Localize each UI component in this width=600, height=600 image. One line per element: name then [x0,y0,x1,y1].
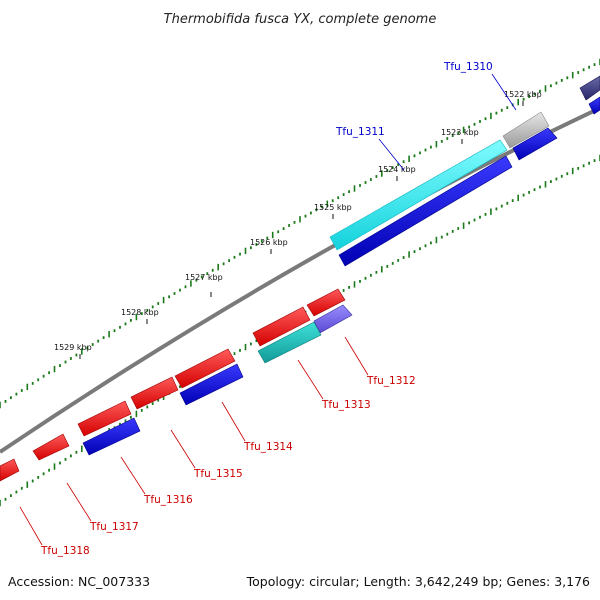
gene-tfu-1314-blue[interactable] [179,363,244,406]
forward-strand-genes [329,75,600,267]
connector-tfu-1310 [491,73,517,111]
connector-tfu-1313 [297,359,324,400]
gene-tfu-1312[interactable] [306,288,346,317]
scale-label-1523: 1523 kbp [441,128,479,137]
connector-tfu-1311 [378,138,405,171]
genome-backbone [0,106,600,454]
genome-summary-text: Topology: circular; Length: 3,642,249 bp… [246,574,590,589]
gene-label-tfu-1314[interactable]: Tfu_1314 [243,441,293,453]
connector-tfu-1316 [120,456,146,495]
connector-tfu-1314 [221,401,246,442]
gene-tfu-1314[interactable] [174,348,236,389]
connector-tfu-1315 [170,429,196,469]
scale-labels: 1522 kbp 1523 kbp 1524 kbp 1525 kbp 1526… [54,90,542,359]
gene-label-tfu-1315[interactable]: Tfu_1315 [193,468,243,480]
gene-tfu-1313[interactable] [252,306,311,347]
scale-label-1526: 1526 kbp [250,238,288,247]
reverse-strand-genes [0,288,353,482]
gene-label-tfu-1318[interactable]: Tfu_1318 [40,545,90,557]
scale-label-1527: 1527 kbp [185,273,223,282]
gene-label-tfu-1312[interactable]: Tfu_1312 [366,375,416,387]
gene-label-tfu-1317[interactable]: Tfu_1317 [89,521,139,533]
gene-label-tfu-1316[interactable]: Tfu_1316 [143,494,193,506]
gene-tfu-1316-blue[interactable] [82,417,141,456]
gene-tfu-1318[interactable] [0,458,20,482]
gene-partial-edge-navy[interactable] [579,75,600,101]
gene-labels: Tfu_1310 Tfu_1311 Tfu_1312 Tfu_1313 Tfu_… [40,61,493,557]
accession-text: Accession: NC_007333 [8,574,150,589]
scale-label-1525: 1525 kbp [314,203,352,212]
gene-tfu-1317[interactable] [32,433,70,461]
gene-tfu-1313-teal[interactable] [257,321,322,364]
map-title: Thermobifida fusca YX, complete genome [164,12,437,27]
gene-tfu-1311[interactable] [329,139,508,251]
scale-label-1524: 1524 kbp [378,165,416,174]
gene-partial-edge-blue[interactable] [588,96,600,115]
gene-label-tfu-1311[interactable]: Tfu_1311 [335,126,385,138]
scale-label-1522: 1522 kbp [504,90,542,99]
gene-tfu-1310-blue[interactable] [512,127,558,161]
gene-label-tfu-1313[interactable]: Tfu_1313 [321,399,371,411]
connector-tfu-1318 [19,506,43,546]
gene-tfu-1311-blue[interactable] [338,155,513,267]
outer-tick-track [0,58,600,409]
label-connectors [19,73,517,546]
scale-label-1528: 1528 kbp [121,308,159,317]
connector-tfu-1317 [66,482,92,522]
gene-tfu-1316[interactable] [77,400,132,437]
gene-label-tfu-1310[interactable]: Tfu_1310 [443,61,493,73]
gene-tfu-1315[interactable] [130,376,179,410]
scale-label-1529: 1529 kbp [54,343,92,352]
gene-tfu-1310[interactable] [502,111,550,149]
connector-tfu-1312 [344,336,369,376]
